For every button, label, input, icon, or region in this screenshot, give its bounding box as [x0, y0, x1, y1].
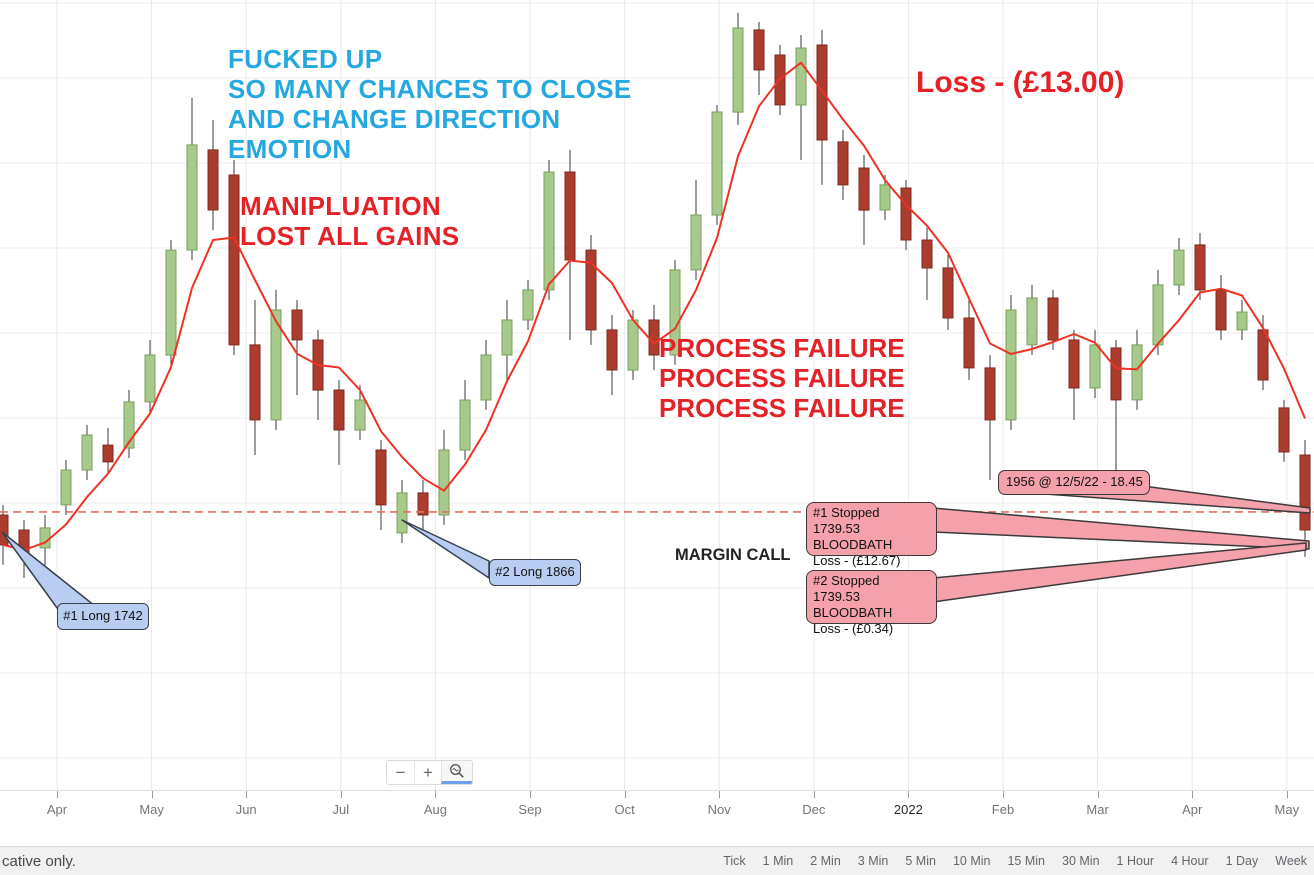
text-line: PROCESS FAILURE — [659, 333, 905, 363]
callout-long-1[interactable]: #1 Long 1742 — [57, 603, 149, 630]
timeframe-15-min[interactable]: 15 Min — [1007, 854, 1046, 868]
timeframe-30-min[interactable]: 30 Min — [1062, 854, 1100, 868]
axis-tick — [624, 791, 626, 798]
timeframe-1-min[interactable]: 1 Min — [762, 854, 794, 868]
timeframe-2-min[interactable]: 2 Min — [810, 854, 841, 868]
axis-tick — [57, 791, 58, 798]
axis-label-feb: Feb — [991, 802, 1015, 817]
axis-label-dec: Dec — [802, 802, 826, 817]
text-line: FUCKED UP — [228, 44, 383, 74]
annotation-margin-call-note[interactable]: MARGIN CALL — [675, 546, 791, 564]
axis-tick — [1192, 791, 1194, 798]
axis-label-jul: Jul — [332, 802, 350, 817]
axis-tick — [151, 791, 153, 798]
axis-tick — [1003, 791, 1004, 798]
axis-tick — [1097, 791, 1099, 798]
axis-tick — [908, 791, 910, 798]
axis-label-may: May — [139, 802, 164, 817]
callout-price-flag[interactable]: 1956 @ 12/5/22 - 18.45 — [998, 470, 1150, 495]
axis-tick — [530, 791, 531, 798]
text-line: Loss - (£12.67) — [813, 553, 901, 568]
axis-label-apr: Apr — [46, 802, 68, 817]
text-line: SO MANY CHANCES TO CLOSE — [228, 74, 632, 104]
text-line: AND CHANGE DIRECTION — [228, 104, 561, 134]
axis-tick — [246, 791, 248, 798]
text-line: BLOODBATH — [813, 605, 893, 620]
axis-tick — [340, 791, 342, 798]
text-line: PROCESS FAILURE — [659, 363, 905, 393]
text-line: PROCESS FAILURE — [659, 393, 905, 423]
zoom-toolbar: − + — [386, 760, 473, 785]
magnifier-icon — [450, 764, 464, 778]
annotation-emotion-note[interactable]: FUCKED UP SO MANY CHANCES TO CLOSE AND CHA… — [228, 44, 632, 164]
axis-tick — [719, 791, 721, 798]
text-line: #1 Stopped 1739.53 — [813, 505, 880, 536]
axis-tick — [435, 791, 437, 798]
axis-label-jun: Jun — [235, 802, 257, 817]
zoom-in-button[interactable]: + — [414, 761, 441, 784]
callout-stopped-1[interactable]: #1 Stopped 1739.53 BLOODBATH Loss - (£12.6… — [806, 502, 937, 568]
timeframe-selector: Tick 1 Min 2 Min 3 Min 5 Min 10 Min 15 Min 30 M… — [723, 854, 1307, 868]
footer-bar: cative only. Tick 1 Min 2 Min 3 Min 5 Min 10 … — [0, 846, 1314, 875]
callout-long-2[interactable]: #2 Long 1866 — [489, 559, 581, 586]
timeframe-3-min[interactable]: 3 Min — [857, 854, 889, 868]
text-line: MANIPLUATION — [240, 191, 441, 221]
axis-tick — [1286, 791, 1288, 798]
annotation-process-failure-note[interactable]: PROCESS FAILURE PROCESS FAILURE PROCESS FA… — [659, 333, 905, 423]
disclaimer-text: cative only. — [2, 852, 76, 870]
axis-label-2022: 2022 — [893, 802, 923, 817]
axis-label-apr: Apr — [1182, 802, 1203, 817]
text-line: LOST ALL GAINS — [240, 221, 460, 251]
text-line: BLOODBATH — [813, 537, 893, 552]
candlestick-chart[interactable] — [0, 0, 1314, 790]
axis-label-aug: Aug — [423, 802, 447, 817]
axis-label-oct: Oct — [614, 802, 635, 817]
text-line: EMOTION — [228, 134, 352, 164]
text-line: #2 Stopped 1739.53 — [813, 573, 880, 604]
timeframe-5-min[interactable]: 5 Min — [905, 854, 936, 868]
callout-stopped-2[interactable]: #2 Stopped 1739.53 BLOODBATH Loss - (£0.34… — [806, 570, 937, 636]
axis-tick — [813, 791, 815, 798]
time-axis: Apr May Jun Jul Aug Sep Oct Nov Dec 2022 Feb Mar Apr… — [0, 790, 1314, 846]
axis-label-sep: Sep — [518, 802, 542, 817]
zoom-out-button[interactable]: − — [387, 761, 414, 784]
timeframe-tick[interactable]: Tick — [723, 854, 746, 868]
timeframe-week[interactable]: Week — [1275, 854, 1307, 868]
timeframe-4-hour[interactable]: 4 Hour — [1171, 854, 1209, 868]
zoom-reset-button[interactable] — [441, 761, 472, 784]
annotation-loss-note[interactable]: Loss - (£13.00) — [916, 66, 1125, 99]
axis-label-may: May — [1274, 802, 1300, 817]
annotation-manipulation-note[interactable]: MANIPLUATION LOST ALL GAINS — [240, 191, 459, 251]
timeframe-10-min[interactable]: 10 Min — [952, 854, 991, 868]
axis-label-mar: Mar — [1086, 802, 1109, 817]
timeframe-1-hour[interactable]: 1 Hour — [1116, 854, 1155, 868]
axis-label-nov: Nov — [707, 802, 731, 817]
text-line: Loss - (£0.34) — [813, 621, 894, 636]
timeframe-1-day[interactable]: 1 Day — [1225, 854, 1259, 868]
